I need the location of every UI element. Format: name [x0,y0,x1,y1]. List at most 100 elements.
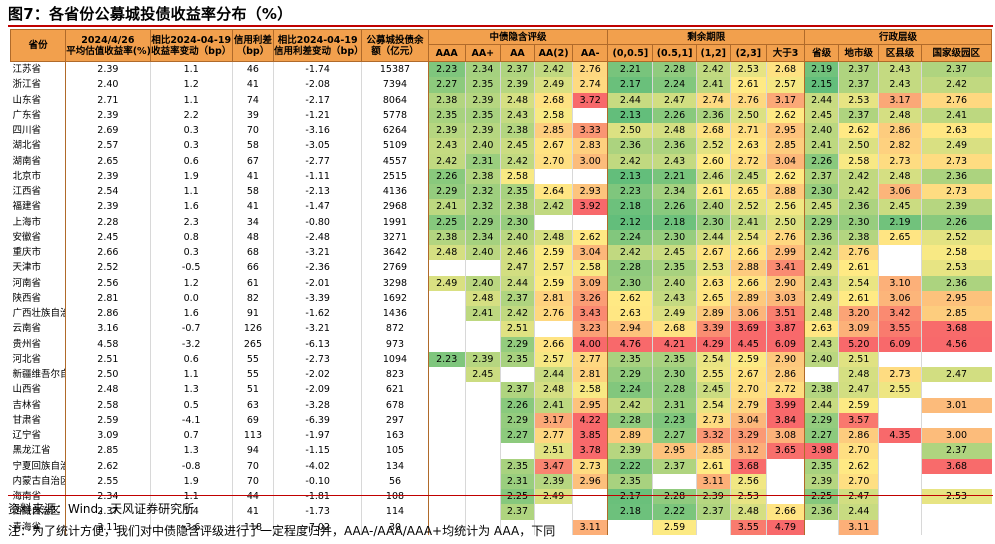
yield-change-cell: -0.8 [149,458,233,474]
term-cell: 2.18 [607,199,653,215]
term-cell: 2.49 [652,306,697,322]
admin-cell: 3.57 [838,412,879,428]
rating-cell: 2.57 [533,260,573,276]
admin-cell: 2.30 [838,214,879,230]
rating-cell [427,290,466,306]
term-cell: 2.57 [765,77,805,93]
admin-cell: 2.36 [838,199,879,215]
admin-cell: 2.73 [920,153,992,169]
rating-cell: 2.62 [572,229,608,245]
term-cell: 2.30 [695,214,731,230]
table-row: 江苏省 2.39 1.1 46 -1.74 15387 2.23 2.34 2.37 2.42 2.… [11,61,992,78]
spread-change-cell: -4.02 [273,458,362,474]
admin-cell: 2.61 [838,260,879,276]
admin-cell: 2.53 [838,92,879,108]
admin-cell: 2.19 [804,61,839,78]
yield-change-cell: 1.9 [149,473,233,489]
term-cell: 2.66 [729,245,767,261]
spread-cell: 113 [231,428,274,444]
rating-cell: 2.77 [533,428,573,444]
admin-cell: 2.54 [838,275,879,291]
term-cell: 2.90 [765,351,805,367]
spread-cell: 58 [231,138,274,154]
header-yield: 2024/4/26 平均估值收益率(%) [65,29,151,62]
term-cell: 2.36 [607,138,653,154]
province-cell: 河南省 [12,277,42,289]
admin-cell: 2.48 [804,306,839,322]
rating-cell: 2.31 [464,153,501,169]
yield-cell: 2.45 [65,229,151,245]
admin-cell: 2.37 [920,443,992,459]
spread-change-cell: -1.21 [273,107,362,123]
admin-cell: 2.48 [878,168,922,184]
admin-cell: 3.42 [878,306,922,322]
subheader-term-2: (1,2] [695,44,731,62]
spread-change-cell: -1.97 [273,428,362,444]
rating-cell: 2.39 [464,351,501,367]
header-yield-change: 相比2024-04-19 收益率变动（bp） [149,29,233,62]
admin-cell: 4.35 [878,428,922,444]
balance-cell: 1991 [361,214,429,230]
term-cell: 3.84 [765,412,805,428]
rating-cell: 2.23 [427,351,466,367]
yield-cell: 2.37 [65,504,151,520]
term-cell: 3.51 [765,306,805,322]
term-cell: 2.89 [607,428,653,444]
province-cell: 贵州省 [12,338,42,350]
admin-cell: 4.56 [920,336,992,352]
table-row: 甘肃省 2.59 -4.1 69 -6.39 297 2.29 3.17 4.22 2.28 2.2… [11,412,992,428]
rating-cell: 2.93 [572,184,608,200]
spread-change-cell: -1.47 [273,199,362,215]
yield-table: 省份 2024/4/26 平均估值收益率(%) 相比2024-04-19 收益率变动… [9,29,993,535]
admin-cell: 2.37 [838,107,879,123]
term-cell: 2.89 [729,290,767,306]
rating-cell: 2.40 [499,229,535,245]
balance-cell: 5778 [361,107,429,123]
spread-change-cell: -2.02 [273,367,362,383]
admin-cell: 2.58 [920,245,992,261]
rating-cell [572,107,608,123]
header-balance: 公募城投债余 额（亿元） [361,29,429,62]
term-cell: 2.63 [695,275,731,291]
admin-cell: 2.63 [920,123,992,139]
balance-cell: 678 [361,397,429,413]
table-row: 西藏自治区 2.37 1.4 41 -1.73 114 2.37 2.18 2.22 2.37 2.… [11,504,992,520]
admin-cell: 2.42 [804,245,839,261]
term-cell: 2.45 [695,382,731,398]
rating-cell [533,504,573,520]
admin-cell: 2.29 [804,412,839,428]
yield-cell: 2.71 [65,92,151,108]
admin-cell: 2.45 [878,199,922,215]
table-row: 湖南省 2.65 0.6 67 -2.77 4557 2.42 2.31 2.42 2.70 3.0… [11,153,992,169]
rating-cell: 2.67 [533,138,573,154]
subheader-admin-1: 地市级 [838,44,880,62]
term-cell: 2.54 [695,351,731,367]
admin-cell: 2.48 [838,367,879,383]
admin-cell: 2.25 [804,489,839,505]
spread-change-cell: -2.09 [273,382,362,398]
rating-cell [464,412,501,428]
term-cell [765,489,805,505]
admin-cell: 2.58 [838,153,879,169]
spread-cell: 46 [231,61,274,78]
spread-cell: 126 [231,321,274,337]
admin-cell: 2.43 [804,336,839,352]
admin-cell: 6.09 [878,336,922,352]
yield-change-cell: 1.1 [149,92,233,108]
rating-cell: 2.59 [533,245,573,261]
table-row: 北京市 2.39 1.9 41 -1.11 2515 2.26 2.38 2.58 2.13 2.2… [11,168,992,184]
rating-cell [427,397,466,413]
admin-cell: 2.37 [838,61,879,78]
balance-cell: 30 [361,519,429,535]
table-row: 广西壮族自治区2.861.691-1.6214362.412.422.763.4… [11,306,992,322]
header-group-term: 剩余期限 [607,29,806,45]
rating-cell: 3.00 [572,153,608,169]
rating-cell: 2.34 [464,229,501,245]
term-cell: 2.45 [729,168,767,184]
table-row: 安徽省 2.45 0.8 48 -2.48 3271 2.38 2.34 2.40 2.48 2.6… [11,229,992,245]
rating-cell: 2.29 [499,336,535,352]
table-row: 重庆市 2.66 0.3 68 -3.21 3642 2.48 2.40 2.46 2.59 3.0… [11,245,992,261]
rating-cell: 2.35 [427,107,466,123]
term-cell: 2.59 [652,519,697,535]
admin-cell: 2.37 [920,61,992,78]
